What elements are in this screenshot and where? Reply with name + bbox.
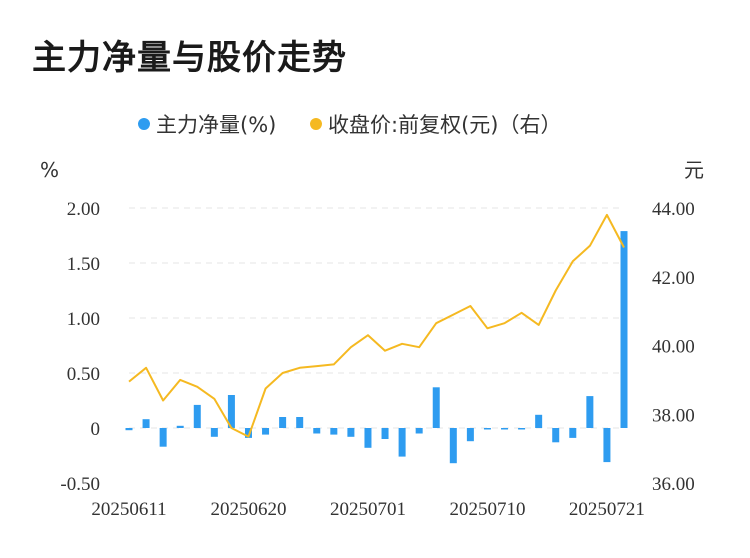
bar[interactable] (364, 428, 372, 448)
bar[interactable] (313, 428, 321, 434)
bar[interactable] (347, 428, 355, 437)
x-tick-label: 20250620 (210, 499, 286, 520)
x-axis: 20250611 20250620 20250701 20250710 20250721 (91, 499, 645, 520)
left-tick-label: -0.50 (60, 474, 100, 495)
left-axis-unit: % (40, 158, 59, 182)
left-tick-label: 1.50 (67, 254, 100, 275)
bar[interactable] (142, 419, 150, 428)
bar[interactable] (501, 428, 509, 430)
legend-label-close-price[interactable]: 收盘价:前复权(元)（右） (328, 113, 561, 137)
bar[interactable] (125, 428, 133, 431)
right-axis-unit: 元 (684, 158, 704, 182)
right-tick-label: 42.00 (652, 268, 695, 289)
left-tick-label: 0.50 (67, 364, 100, 385)
right-axis: 44.00 42.00 40.00 38.00 36.00 (652, 199, 695, 495)
bar[interactable] (466, 428, 474, 442)
legend-label-main-net[interactable]: 主力净量(%) (156, 113, 276, 137)
x-tick-label: 20250611 (91, 499, 166, 520)
bar[interactable] (159, 428, 167, 447)
bar[interactable] (227, 395, 235, 428)
bar[interactable] (569, 428, 577, 438)
bar[interactable] (552, 428, 560, 443)
left-axis: 2.00 1.50 1.00 0.50 0 -0.50 (60, 199, 100, 495)
bar[interactable] (398, 428, 406, 457)
bar[interactable] (330, 428, 338, 435)
grid-lines (129, 207, 624, 429)
bar[interactable] (210, 428, 218, 437)
page-title: 主力净量与股价走势 (32, 38, 347, 78)
legend-marker-close-price (310, 118, 322, 130)
legend-marker-main-net (138, 118, 150, 130)
bar[interactable] (381, 428, 389, 439)
right-tick-label: 40.00 (652, 337, 695, 358)
bar[interactable] (432, 387, 440, 428)
left-tick-label: 0 (91, 419, 101, 440)
x-tick-label: 20250710 (449, 499, 525, 520)
left-tick-label: 1.00 (67, 309, 100, 330)
bar[interactable] (279, 417, 287, 428)
bar[interactable] (262, 428, 270, 435)
bar[interactable] (603, 428, 611, 463)
x-tick-label: 20250701 (330, 499, 406, 520)
bar[interactable] (415, 428, 423, 434)
bar-series-main-net (125, 231, 628, 464)
x-tick-label: 20250721 (569, 499, 645, 520)
bar[interactable] (296, 417, 304, 428)
bar[interactable] (518, 428, 526, 430)
bar[interactable] (244, 428, 252, 438)
right-tick-label: 38.00 (652, 405, 695, 426)
legend: 主力净量(%) 收盘价:前复权(元)（右） (138, 113, 561, 137)
bar[interactable] (483, 428, 491, 430)
price-line[interactable] (128, 213, 625, 438)
bar[interactable] (193, 404, 201, 428)
bar[interactable] (176, 425, 184, 428)
right-tick-label: 36.00 (652, 474, 695, 495)
bar[interactable] (535, 414, 543, 428)
left-tick-label: 2.00 (67, 199, 100, 220)
bar[interactable] (620, 231, 628, 428)
bar[interactable] (586, 396, 594, 428)
right-tick-label: 44.00 (652, 199, 695, 220)
line-series-close-price (128, 213, 625, 438)
bar[interactable] (449, 428, 457, 464)
